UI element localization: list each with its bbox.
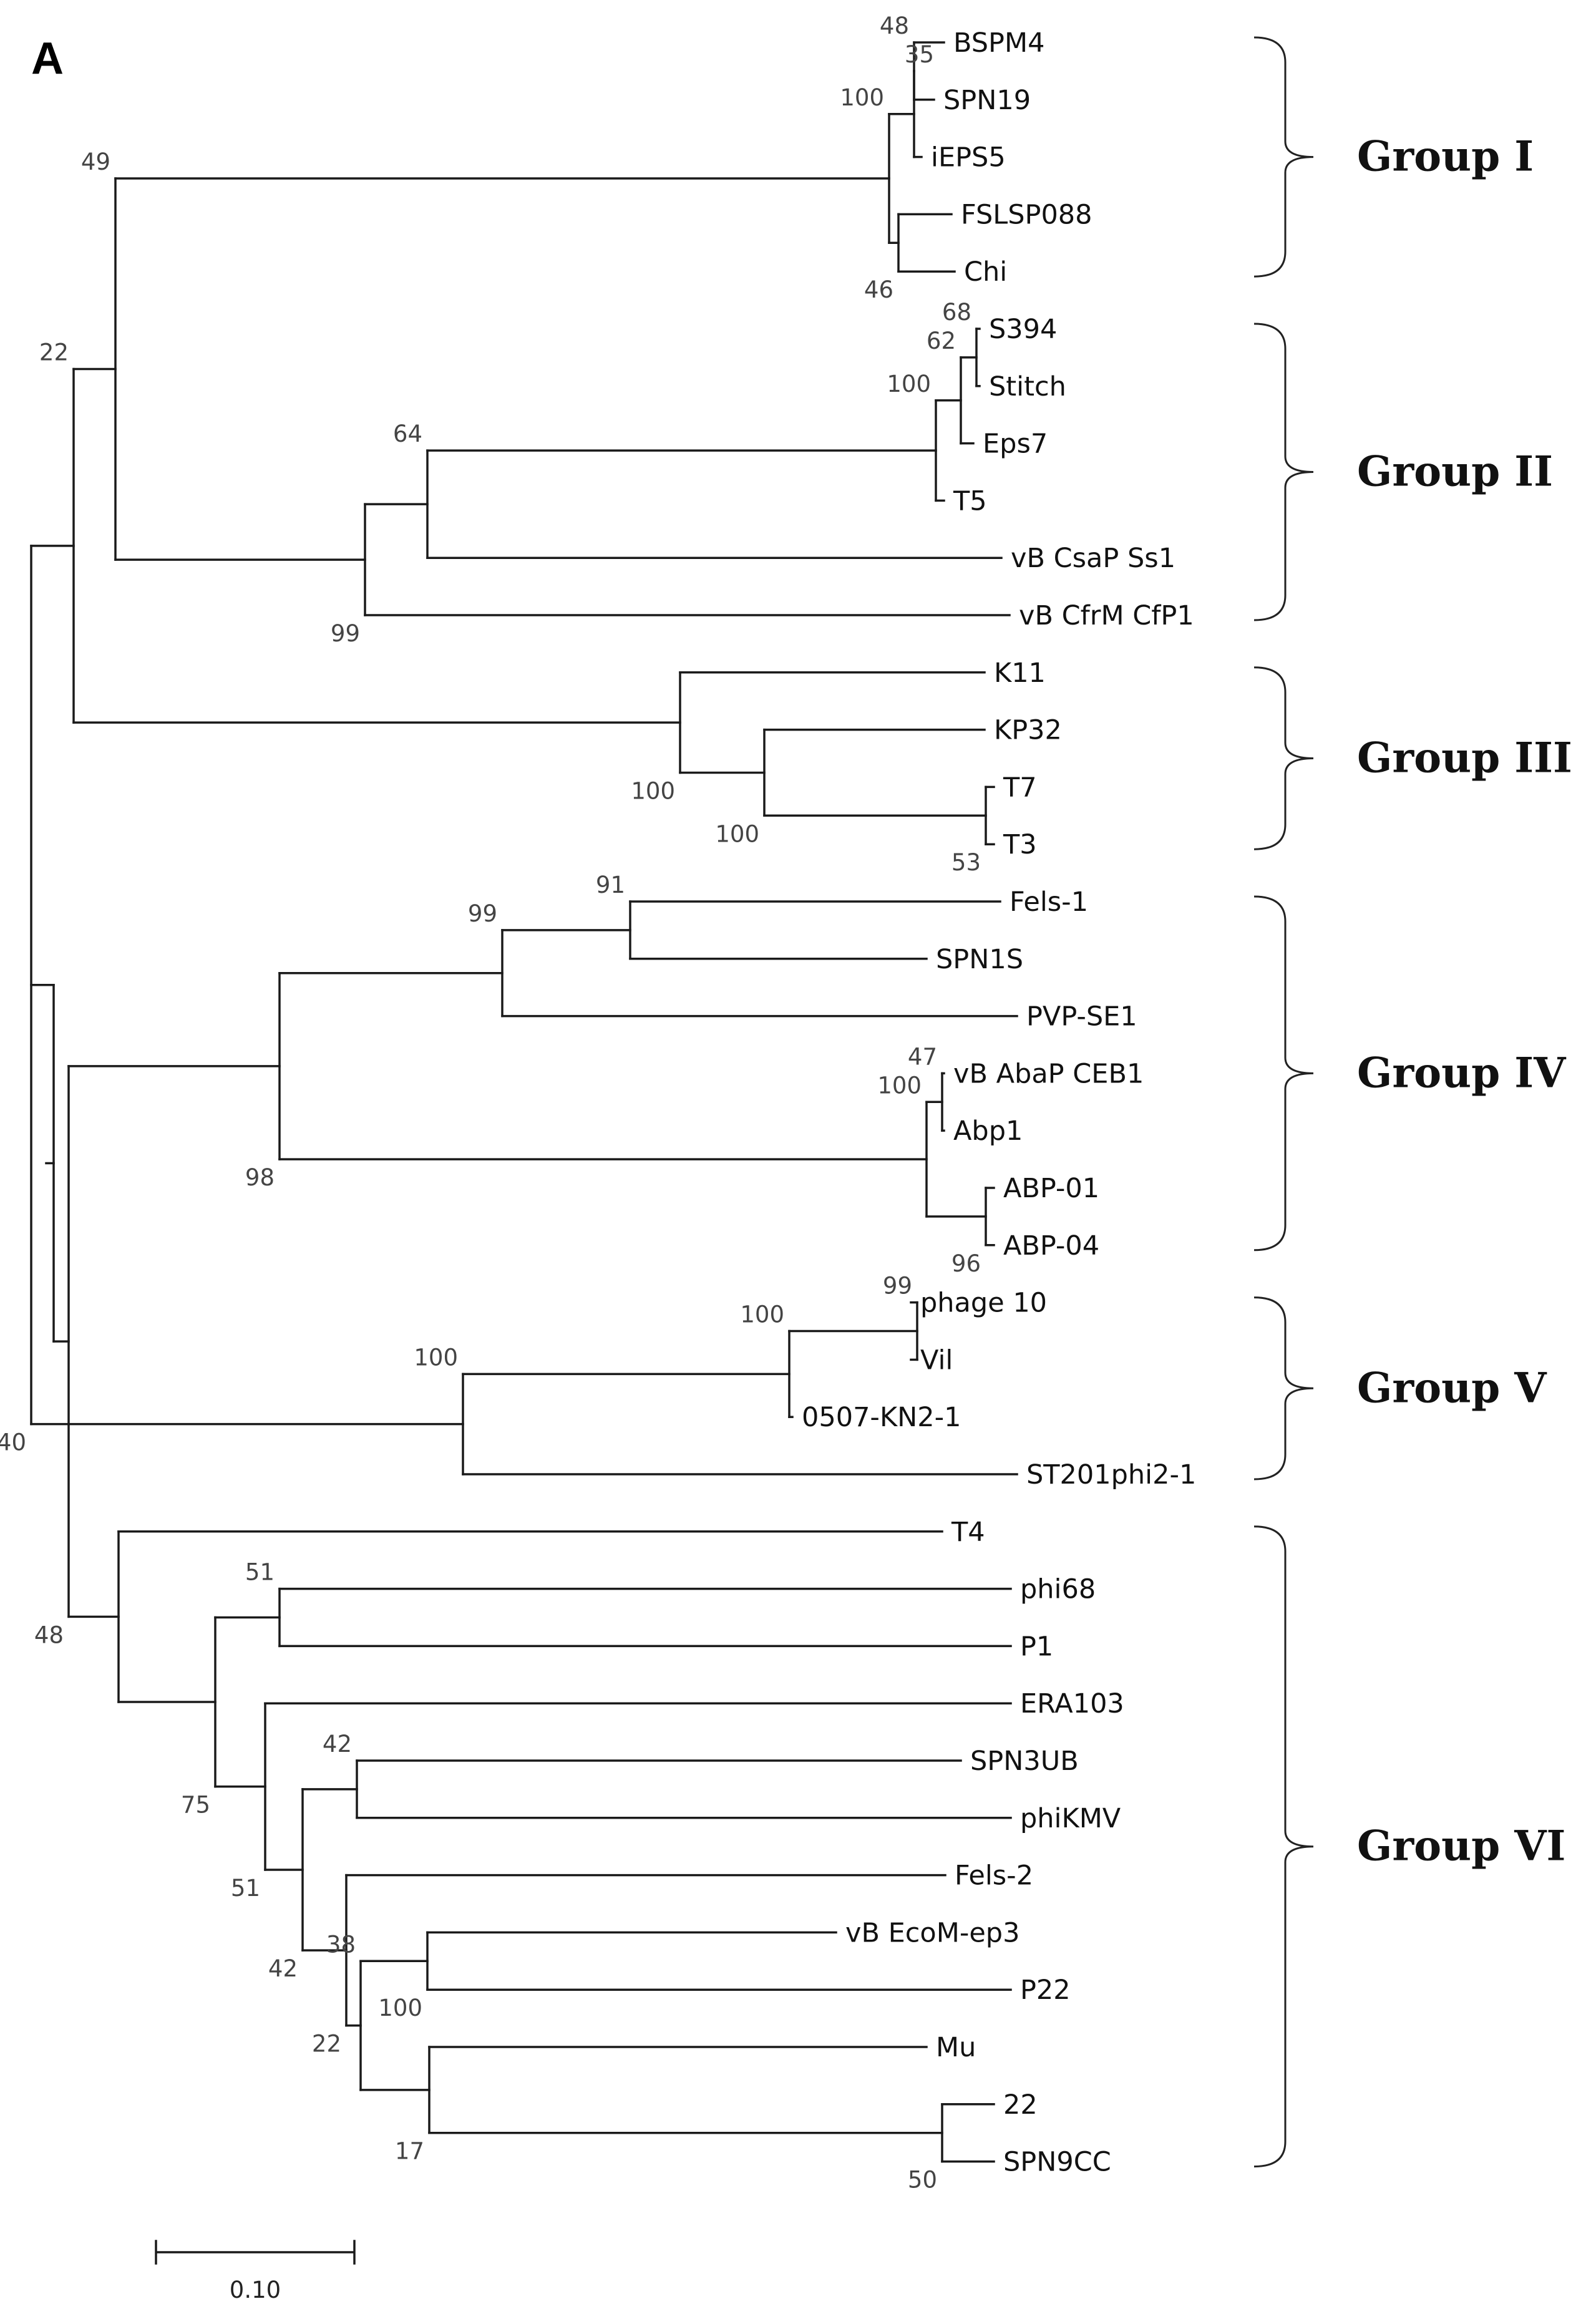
support-value: 38 <box>326 1931 356 1958</box>
support-value: 100 <box>877 1072 922 1099</box>
leaf-label: KP32 <box>994 715 1062 746</box>
support-value: 42 <box>268 1955 298 1982</box>
leaf-label: P1 <box>1020 1631 1053 1662</box>
support-value: 99 <box>468 900 497 927</box>
support-value: 47 <box>908 1043 937 1070</box>
leaf-label: FSLSP088 <box>961 199 1092 230</box>
support-value: 48 <box>880 12 909 39</box>
support-values: 4835100466862100649949100531009199479610… <box>0 12 981 2194</box>
support-value: 96 <box>951 1250 981 1277</box>
support-value: 75 <box>181 1792 210 1819</box>
support-value: 17 <box>395 2138 424 2165</box>
leaf-label: ABP-04 <box>1003 1230 1099 1261</box>
support-value: 100 <box>414 1344 458 1371</box>
support-value: 100 <box>715 820 759 847</box>
leaf-label: PVP-SE1 <box>1026 1001 1137 1033</box>
leaf-label: phiKMV <box>1020 1803 1121 1834</box>
support-value: 51 <box>245 1559 275 1586</box>
leaf-label: Eps7 <box>983 429 1048 460</box>
support-value: 50 <box>908 2167 937 2194</box>
leaf-label: Mu <box>936 2032 976 2063</box>
leaf-label: vB EcoM-ep3 <box>845 1917 1019 1948</box>
group-label: Group I <box>1357 132 1534 181</box>
group-label: Group III <box>1357 734 1572 782</box>
leaf-label: phi68 <box>1020 1574 1096 1605</box>
leaf-label: SPN9CC <box>1003 2147 1111 2178</box>
leaf-label: P22 <box>1020 1975 1071 2006</box>
support-value: 100 <box>631 777 675 804</box>
leaf-label: K11 <box>994 658 1046 689</box>
leaf-label: ERA103 <box>1020 1688 1124 1719</box>
leaf-label: T7 <box>1003 772 1037 803</box>
scale-bar: 0.10 <box>155 2240 356 2303</box>
support-value: 64 <box>393 420 422 447</box>
leaf-label: T4 <box>951 1517 985 1548</box>
support-value: 40 <box>0 1429 26 1456</box>
support-value: 100 <box>840 84 884 111</box>
panel-label: A <box>31 34 64 84</box>
support-value: 68 <box>942 299 971 326</box>
leaf-label: vB CfrM CfP1 <box>1019 600 1194 631</box>
leaf-label: ST201phi2-1 <box>1026 1459 1196 1490</box>
support-value: 35 <box>905 41 934 68</box>
leaf-label: Stitch <box>989 371 1066 402</box>
leaf-label: Abp1 <box>953 1116 1023 1147</box>
leaf-label: SPN19 <box>943 85 1031 116</box>
support-value: 99 <box>883 1273 912 1300</box>
support-value: 100 <box>378 1995 422 2021</box>
leaf-label: T5 <box>953 485 987 517</box>
support-value: 53 <box>951 849 981 876</box>
leaf-label: 0507-KN2-1 <box>802 1402 961 1433</box>
group-label: Group II <box>1357 447 1553 496</box>
tree-branches <box>30 41 1018 2163</box>
support-value: 99 <box>331 620 360 647</box>
group-brackets: Group I Group II Group III Group IV Group V G… <box>1253 36 1572 2168</box>
group-label: Group VI <box>1357 1822 1565 1870</box>
leaf-label: Vil <box>920 1344 953 1376</box>
group-bracket <box>1253 666 1314 850</box>
support-value: 46 <box>864 276 893 303</box>
leaf-label: BSPM4 <box>953 27 1044 59</box>
leaf-label: 22 <box>1003 2089 1038 2121</box>
group-bracket <box>1253 323 1314 621</box>
support-value: 51 <box>231 1875 260 1902</box>
leaf-label: SPN3UB <box>970 1746 1079 1777</box>
leaf-label: T3 <box>1003 829 1037 860</box>
group-label: Group IV <box>1357 1048 1567 1097</box>
group-bracket <box>1253 1525 1314 2168</box>
support-value: 22 <box>312 2031 341 2058</box>
leaf-label: iEPS5 <box>931 142 1006 173</box>
support-value: 62 <box>927 328 956 354</box>
group-bracket <box>1253 895 1314 1252</box>
support-value: 42 <box>323 1731 352 1757</box>
leaf-label: phage 10 <box>920 1288 1047 1319</box>
support-value: 49 <box>81 148 110 175</box>
support-value: 91 <box>596 872 625 898</box>
leaf-labels: BSPM4 SPN19 iEPS5 FSLSP088 Chi S394 Stitch Eps7… <box>802 27 1196 2178</box>
group-bracket <box>1253 1296 1314 1480</box>
group-label: Group V <box>1357 1363 1547 1412</box>
leaf-label: SPN1S <box>936 944 1023 975</box>
leaf-label: Chi <box>964 256 1007 288</box>
support-value: 100 <box>887 371 931 397</box>
leaf-label: Fels-1 <box>1010 887 1088 918</box>
leaf-label: vB CsaP Ss1 <box>1011 543 1175 574</box>
scale-bar-label: 0.10 <box>230 2277 281 2303</box>
scale-bar-line <box>155 2240 356 2265</box>
leaf-label: S394 <box>989 314 1057 345</box>
support-value: 22 <box>39 339 69 366</box>
leaf-label: vB AbaP CEB1 <box>953 1058 1144 1089</box>
leaf-label: ABP-01 <box>1003 1173 1099 1204</box>
support-value: 98 <box>245 1164 275 1191</box>
group-bracket <box>1253 36 1314 278</box>
support-value: 48 <box>34 1621 64 1648</box>
support-value: 100 <box>740 1301 784 1328</box>
leaf-label: Fels-2 <box>955 1860 1033 1892</box>
